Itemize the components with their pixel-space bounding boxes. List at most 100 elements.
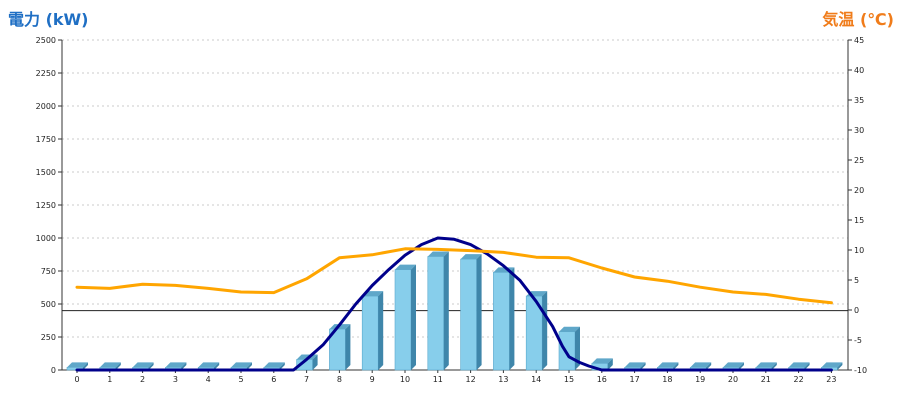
bar-top	[165, 362, 187, 368]
y-axis-left-title: 電力 (kW)	[8, 10, 89, 29]
x-tick-label: 7	[304, 375, 309, 384]
bar-side	[83, 362, 88, 370]
bar-side	[804, 362, 810, 370]
bar-side	[739, 362, 744, 370]
y-left-tick-label: 1500	[36, 168, 56, 177]
bar-front	[493, 272, 510, 371]
bar-side	[181, 362, 187, 370]
bar-side	[673, 362, 679, 370]
x-tick-label: 18	[662, 375, 672, 384]
x-tick-label: 23	[826, 375, 836, 384]
y-right-tick-label: 25	[854, 156, 864, 165]
y-left-tick-label: 750	[41, 267, 56, 276]
y-right-tick-label: 40	[854, 66, 864, 75]
y-right-tick-label: 5	[854, 276, 859, 285]
bar-top	[624, 362, 646, 368]
bar-top	[198, 362, 220, 368]
y-right-tick-label: 20	[854, 186, 864, 195]
bar-side	[837, 362, 843, 370]
bar-side	[345, 324, 351, 370]
y-right-tick-label: 35	[854, 96, 864, 105]
power-line	[75, 236, 833, 372]
bar-front	[361, 295, 379, 371]
bar-side	[247, 362, 252, 370]
x-tick-label: 2	[140, 375, 145, 384]
bar-top	[690, 362, 712, 368]
y-left-tick-label: 1250	[36, 201, 56, 210]
bar-side	[148, 362, 154, 370]
bar-top	[723, 362, 744, 368]
bar-front	[394, 269, 412, 371]
y-left-tick-label: 1000	[36, 234, 56, 243]
bar-top	[788, 362, 810, 368]
x-tick-label: 16	[597, 375, 607, 384]
x-tick-label: 11	[433, 375, 443, 384]
y-right-tick-label: 30	[854, 126, 864, 135]
bar	[427, 251, 449, 371]
x-tick-label: 3	[173, 375, 178, 384]
bar	[361, 291, 384, 371]
x-tick-label: 20	[728, 375, 738, 384]
bar-side	[115, 362, 121, 370]
y-right-tick-label: 45	[854, 36, 864, 45]
bar	[66, 362, 88, 371]
bar-side	[706, 362, 712, 370]
bar-top	[460, 254, 482, 260]
bar-top	[132, 362, 154, 368]
x-tick-label: 6	[271, 375, 276, 384]
bar-side	[542, 291, 548, 370]
bar-side	[214, 362, 220, 370]
bar-side	[378, 291, 384, 370]
x-tick-label: 22	[794, 375, 804, 384]
bar-side	[279, 362, 285, 370]
x-tick-label: 19	[695, 375, 705, 384]
y-right-tick-label: -10	[854, 366, 867, 375]
bar	[493, 267, 515, 371]
x-tick-label: 0	[74, 375, 79, 384]
y-right-tick-label: 15	[854, 216, 864, 225]
bar-top	[821, 362, 843, 368]
bar-side	[312, 354, 318, 370]
x-tick-label: 12	[466, 375, 476, 384]
bar-top	[99, 362, 121, 368]
x-tick-label: 1	[107, 375, 112, 384]
bar-top	[559, 326, 580, 332]
x-tick-label: 14	[531, 375, 541, 384]
x-tick-label: 8	[337, 375, 342, 384]
bar-top	[67, 362, 88, 368]
y-left-tick-label: 2500	[36, 36, 56, 45]
x-tick-label: 15	[564, 375, 574, 384]
x-tick-label: 17	[630, 375, 640, 384]
temperature-line	[75, 247, 833, 305]
bar-top	[395, 264, 416, 270]
bar-top	[427, 251, 449, 257]
x-tick-label: 13	[498, 375, 508, 384]
y-left-tick-label: 2000	[36, 102, 56, 111]
bar-top	[591, 358, 613, 364]
bar-top	[755, 362, 777, 368]
y-left-tick-label: 2250	[36, 69, 56, 78]
x-tick-label: 4	[206, 375, 211, 384]
bar	[460, 254, 482, 371]
bar-front	[460, 258, 477, 371]
y-left-tick-label: 500	[41, 300, 56, 309]
y-right-tick-label: 0	[854, 306, 859, 315]
x-tick-label: 10	[400, 375, 410, 384]
bar-side	[771, 362, 777, 370]
x-tick-label: 5	[238, 375, 243, 384]
bar	[296, 354, 318, 371]
bar-top	[263, 362, 285, 368]
bar-side	[476, 254, 482, 370]
y-right-tick-label: 10	[854, 246, 864, 255]
x-tick-label: 9	[370, 375, 375, 384]
x-tick-label: 21	[761, 375, 771, 384]
y-axis-right-title: 気温 (℃)	[822, 10, 894, 29]
y-left-tick-label: 0	[51, 366, 56, 375]
bar	[329, 324, 351, 371]
bar-front	[427, 256, 445, 371]
bar-side	[443, 251, 449, 370]
bar-side	[411, 264, 416, 370]
bar-top	[231, 362, 252, 368]
bar	[394, 264, 416, 371]
y-left-tick-label: 1750	[36, 135, 56, 144]
